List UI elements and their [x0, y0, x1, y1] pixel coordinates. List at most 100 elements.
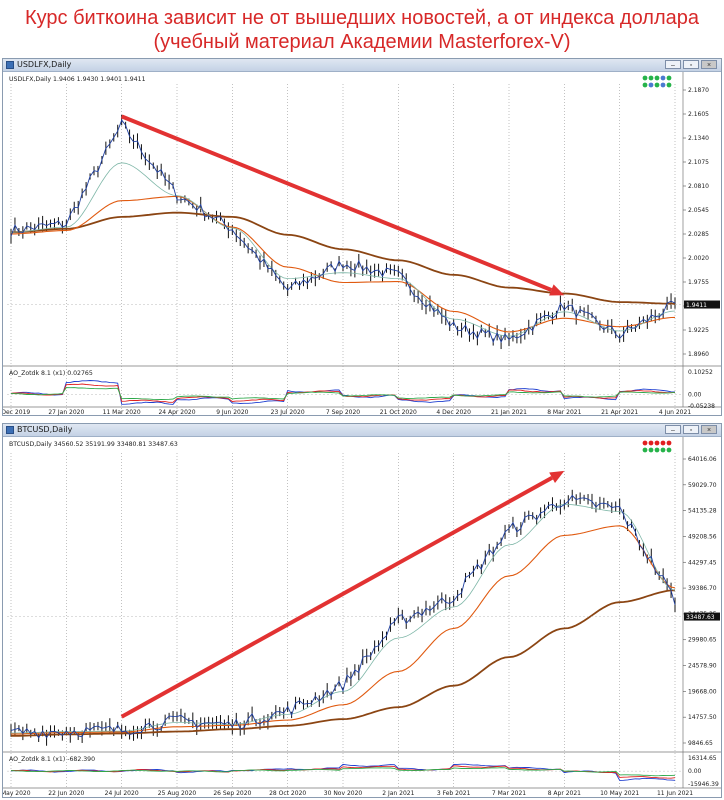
- price-series-line: [10, 119, 676, 344]
- price-axis-label: 44297.45: [688, 559, 717, 566]
- price-axis-label: 1.8960: [688, 351, 709, 358]
- page-title: Курс биткоина зависит не от вышедших нов…: [0, 0, 724, 60]
- status-dot: [660, 82, 666, 88]
- chart-header-text: BTCUSD,Daily 34560.52 35191.99 33480.81 …: [9, 441, 178, 448]
- indicator-label: AO_Zotdk 8.1 (x1) -682.390: [9, 756, 95, 763]
- status-dot: [654, 440, 660, 446]
- indicator-axis-label: 0.10252: [688, 369, 713, 376]
- price-axis-label: 2.1870: [688, 87, 709, 94]
- time-axis-label: 21 Jan 2021: [491, 409, 527, 416]
- status-dot: [642, 440, 648, 446]
- btcusd-chart-window[interactable]: BTCUSD,Daily – ▫ × BTCUSD,Daily 34560.52…: [2, 423, 722, 798]
- last-price-tag: [684, 612, 720, 621]
- time-axis-label: 7 Sep 2020: [326, 409, 360, 416]
- minimize-icon[interactable]: –: [665, 425, 681, 434]
- last-price-label: 1.9411: [686, 302, 707, 309]
- price-axis-label: 2.1340: [688, 135, 709, 142]
- time-axis-label: 4 Dec 2020: [436, 409, 471, 416]
- indicator-axis-label: 16314.65: [688, 755, 717, 762]
- price-axis-label: 14757.50: [688, 714, 717, 721]
- trend-arrow-head: [549, 284, 565, 296]
- indicator-label: AO_Zotdk 8.1 (x1) 0.02765: [9, 370, 93, 377]
- time-axis-label: 24 Apr 2020: [158, 409, 195, 416]
- usdlfx-window-titlebar[interactable]: USDLFX,Daily – ▫ ×: [3, 59, 721, 72]
- price-axis-label: 2.1075: [688, 159, 709, 166]
- status-dot: [654, 82, 660, 88]
- time-axis-label: 8 Apr 2021: [548, 790, 581, 797]
- price-axis-label: 1.9225: [688, 327, 709, 334]
- status-dot: [642, 75, 648, 81]
- time-axis-label: 26 Sep 2020: [213, 790, 251, 797]
- indicator-axis-label: -15946.39: [688, 781, 719, 788]
- usdlfx-chart[interactable]: USDLFX,Daily 1.9406 1.9430 1.9401 1.9411…: [3, 72, 721, 416]
- usdlfx-chart-window[interactable]: USDLFX,Daily – ▫ × USDLFX,Daily 1.9406 1…: [2, 58, 722, 416]
- status-dot: [660, 75, 666, 81]
- btcusd-chart[interactable]: BTCUSD,Daily 34560.52 35191.99 33480.81 …: [3, 437, 721, 798]
- status-dot: [654, 75, 660, 81]
- price-axis-label: 2.0810: [688, 183, 709, 190]
- price-axis-label: 39386.70: [688, 585, 717, 592]
- indicator-blue-line: [10, 763, 676, 781]
- price-axis-label: 24578.90: [688, 663, 717, 670]
- ma-fast-line: [10, 162, 676, 337]
- indicator-green-line: [10, 767, 676, 777]
- price-axis-label: 54135.28: [688, 508, 717, 515]
- chart-window-icon: [6, 426, 14, 434]
- chart-header-text: USDLFX,Daily 1.9406 1.9430 1.9401 1.9411: [9, 76, 146, 83]
- price-axis-label: 2.1605: [688, 111, 709, 118]
- status-dot: [666, 82, 672, 88]
- price-axis-label: 49208.56: [688, 533, 717, 540]
- time-axis-label: 21 Oct 2020: [380, 409, 417, 416]
- last-price-label: 33487.63: [686, 614, 715, 621]
- price-series-line: [10, 494, 676, 739]
- status-dot: [648, 82, 654, 88]
- time-axis-label: 10 Dec 2019: [3, 409, 30, 416]
- time-axis-label: 28 Oct 2020: [269, 790, 306, 797]
- status-dot: [666, 440, 672, 446]
- time-axis-label: 7 Mar 2021: [492, 790, 526, 797]
- status-dot: [648, 75, 654, 81]
- time-axis-label: 24 Jul 2020: [105, 790, 139, 797]
- status-dots: [642, 440, 672, 453]
- time-axis-label: 27 Jan 2020: [48, 409, 84, 416]
- price-axis-label: 64016.06: [688, 456, 717, 463]
- price-axis-label: 1.9755: [688, 279, 709, 286]
- status-dots: [642, 75, 672, 88]
- close-icon[interactable]: ×: [701, 60, 717, 69]
- time-axis-label: 23 Jul 2020: [271, 409, 305, 416]
- price-axis-label: 29980.65: [688, 637, 717, 644]
- time-axis-label: 4 Jun 2021: [659, 409, 691, 416]
- ma-mid-line: [11, 195, 676, 333]
- price-axis-label: 2.0285: [688, 231, 709, 238]
- status-dot: [666, 447, 672, 453]
- indicator-axis-label: 0.00: [688, 392, 702, 399]
- time-axis-label: 30 Nov 2020: [324, 790, 363, 797]
- chart-window-icon: [6, 61, 14, 69]
- price-axis-label: 9846.65: [688, 740, 713, 747]
- restore-icon[interactable]: ▫: [683, 425, 699, 434]
- price-axis-label: 2.0020: [688, 255, 709, 262]
- time-axis-label: 3 Feb 2021: [437, 790, 471, 797]
- price-axis-label: 19668.00: [688, 688, 717, 695]
- ma-slow-line: [11, 211, 676, 305]
- btcusd-window-title: BTCUSD,Daily: [17, 425, 73, 434]
- indicator-axis-label: 0.00: [688, 768, 702, 775]
- close-icon[interactable]: ×: [701, 425, 717, 434]
- trend-arrow-shaft: [120, 475, 554, 719]
- time-axis-label: 22 Jun 2020: [48, 790, 84, 797]
- time-axis-label: 9 Jun 2020: [216, 409, 248, 416]
- usdlfx-window-title: USDLFX,Daily: [17, 60, 72, 69]
- ma-slow-line: [11, 589, 676, 737]
- time-axis-label: 11 Jun 2021: [657, 790, 693, 797]
- restore-icon[interactable]: ▫: [683, 60, 699, 69]
- time-axis-label: 8 Mar 2021: [547, 409, 581, 416]
- btcusd-window-titlebar[interactable]: BTCUSD,Daily – ▫ ×: [3, 424, 721, 437]
- indicator-green-line: [10, 387, 676, 401]
- status-dot: [660, 440, 666, 446]
- trend-arrow-head: [549, 470, 565, 483]
- price-axis-label: 2.0545: [688, 207, 709, 214]
- title-line-1: Курс биткоина зависит не от вышедших нов…: [24, 7, 699, 29]
- last-price-tag: [684, 300, 720, 309]
- minimize-icon[interactable]: –: [665, 60, 681, 69]
- status-dot: [648, 447, 654, 453]
